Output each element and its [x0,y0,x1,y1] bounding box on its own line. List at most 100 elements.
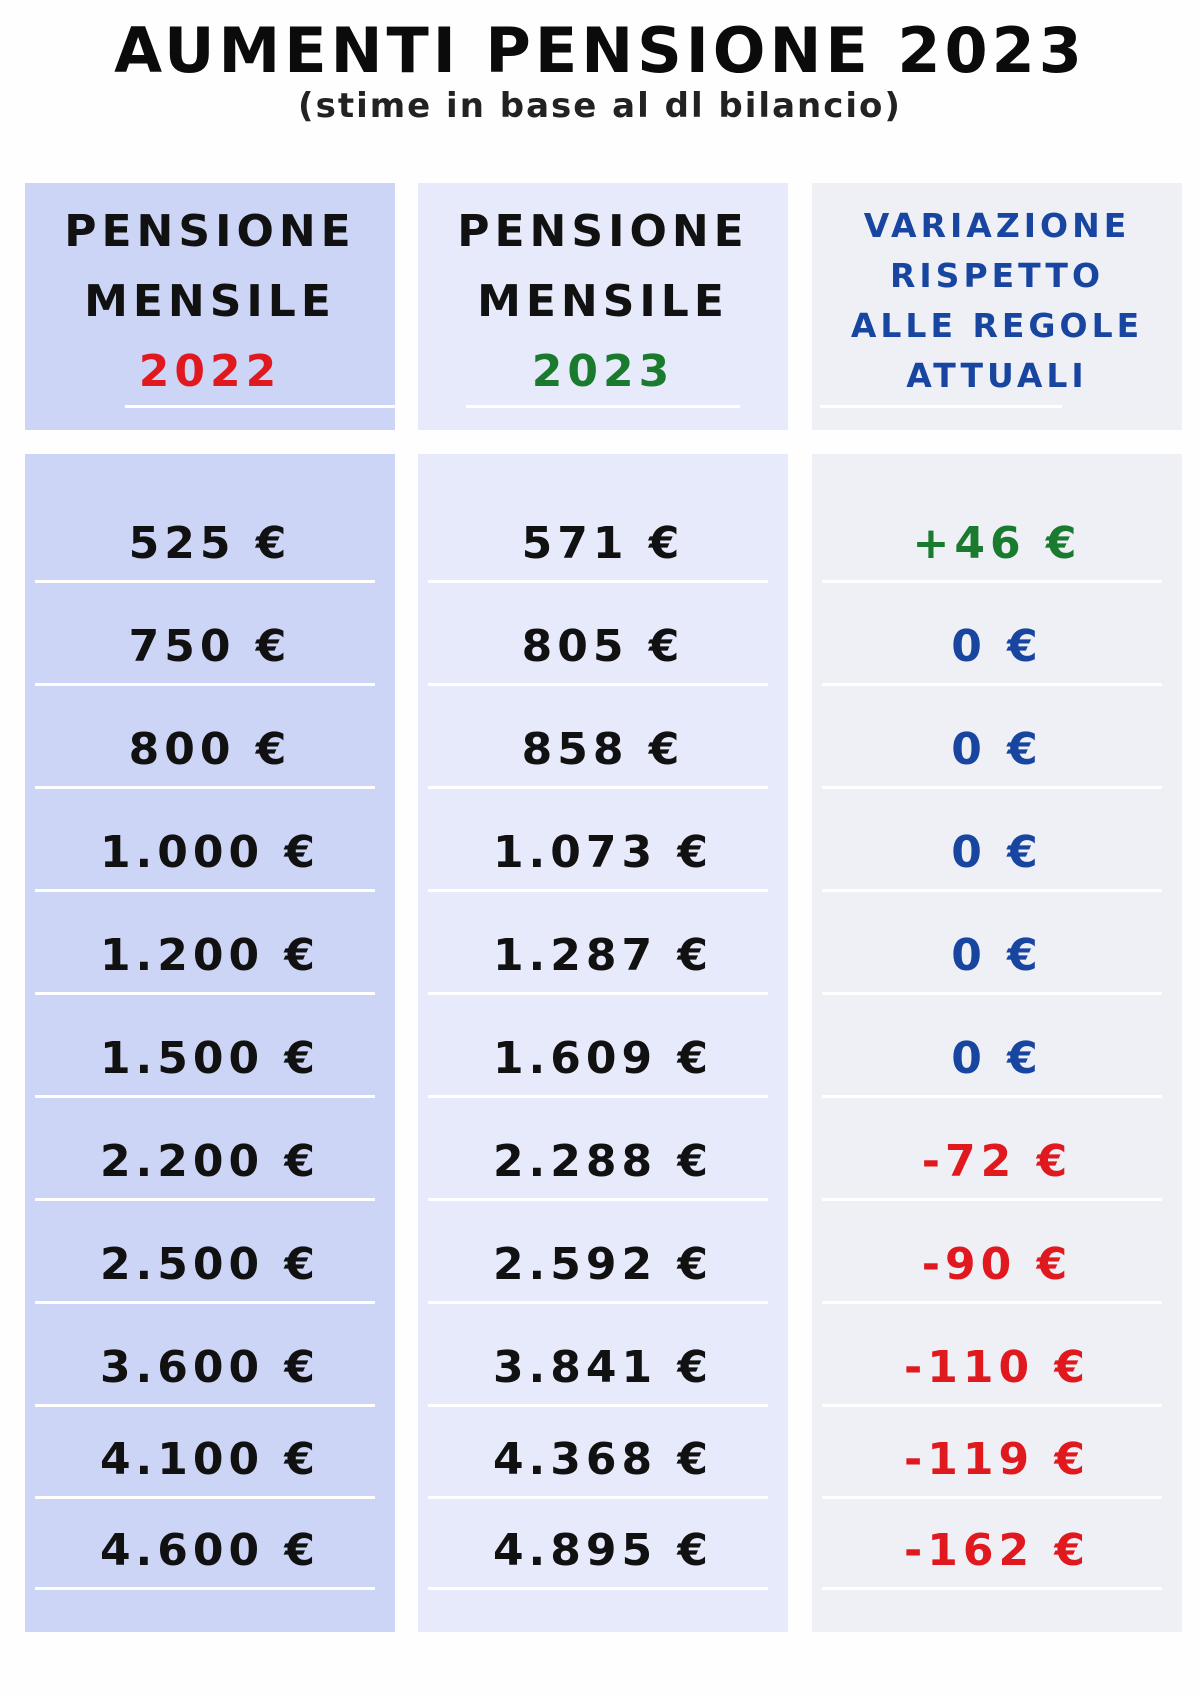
header-line: ATTUALI [906,356,1088,395]
divider [428,1301,768,1304]
variation-cell: 0 € [812,724,1182,789]
divider [428,889,768,892]
divider [822,580,1162,583]
cell-value: 0 € [951,724,1043,775]
cell-value: 0 € [951,1033,1043,1084]
divider [428,1095,768,1098]
header-variation: VARIAZIONE RISPETTO ALLE REGOLE ATTUALI [812,183,1182,430]
pension-cell: 4.368 € [418,1434,788,1499]
pension-cell: 805 € [418,621,788,686]
header-line: ALLE REGOLE [850,306,1144,345]
cell-value: 0 € [951,930,1043,981]
divider [820,405,1062,408]
cell-value: 4.895 € [492,1525,714,1576]
cell-value: -72 € [921,1136,1073,1187]
pension-cell: 1.073 € [418,827,788,892]
divider [428,1404,768,1407]
divider [35,1301,375,1304]
variation-cell: -162 € [812,1525,1182,1590]
cell-value: 805 € [521,621,685,672]
divider [125,405,395,408]
cell-value: 3.600 € [99,1342,321,1393]
header-pension-2022: PENSIONE MENSILE 2022 [25,183,395,430]
divider [466,405,740,408]
cell-value: 750 € [128,621,292,672]
divider [428,1587,768,1590]
header-line: VARIAZIONE [863,206,1131,245]
pension-cell: 571 € [418,518,788,583]
variation-cell: -90 € [812,1239,1182,1304]
variation-cell: -119 € [812,1434,1182,1499]
column-pension-2023: 571 € 805 € 858 € 1.073 € 1.287 € 1.609 € 2.28… [418,454,788,1632]
divider [35,580,375,583]
divider [822,992,1162,995]
page-title: AUMENTI PENSIONE 2023 [114,14,1086,87]
divider [35,1198,375,1201]
cell-value: 858 € [521,724,685,775]
divider [35,889,375,892]
divider [822,1404,1162,1407]
divider [822,1587,1162,1590]
cell-value: -110 € [903,1342,1091,1393]
cell-value: 1.200 € [99,930,321,981]
pension-cell: 2.200 € [25,1136,395,1201]
divider [35,992,375,995]
pension-cell: 1.500 € [25,1033,395,1098]
divider [822,1496,1162,1499]
variation-cell: +46 € [812,518,1182,583]
column-variation: +46 € 0 € 0 € 0 € 0 € 0 € -72 € -90 € -110 € -119… [812,454,1182,1632]
cell-value: 0 € [951,621,1043,672]
cell-value: 1.500 € [99,1033,321,1084]
pension-cell: 2.592 € [418,1239,788,1304]
divider [35,1404,375,1407]
divider [822,889,1162,892]
pension-cell: 525 € [25,518,395,583]
pension-cell: 1.609 € [418,1033,788,1098]
divider [35,683,375,686]
cell-value: 525 € [128,518,292,569]
variation-cell: -72 € [812,1136,1182,1201]
pension-cell: 2.288 € [418,1136,788,1201]
cell-value: +46 € [912,518,1082,569]
pension-cell: 4.895 € [418,1525,788,1590]
cell-value: 1.287 € [492,930,714,981]
pension-cell: 1.000 € [25,827,395,892]
divider [428,683,768,686]
divider [428,992,768,995]
pension-cell: 1.200 € [25,930,395,995]
cell-value: 1.000 € [99,827,321,878]
divider [35,786,375,789]
cell-value: 2.288 € [492,1136,714,1187]
divider [822,1301,1162,1304]
cell-value: -90 € [921,1239,1073,1290]
page-subtitle: (stime in base al dl bilancio) [298,86,902,126]
pension-cell: 750 € [25,621,395,686]
cell-value: 571 € [521,518,685,569]
divider [35,1587,375,1590]
pension-cell: 4.100 € [25,1434,395,1499]
variation-cell: 0 € [812,1033,1182,1098]
cell-value: 3.841 € [492,1342,714,1393]
divider [822,683,1162,686]
variation-cell: 0 € [812,827,1182,892]
cell-value: 4.100 € [99,1434,321,1485]
cell-value: 2.500 € [99,1239,321,1290]
cell-value: 1.609 € [492,1033,714,1084]
variation-cell: 0 € [812,930,1182,995]
divider [822,1198,1162,1201]
cell-value: -162 € [903,1525,1091,1576]
divider [428,1198,768,1201]
divider [35,1095,375,1098]
header-line: RISPETTO [889,256,1104,295]
cell-value: 2.592 € [492,1239,714,1290]
pension-cell: 4.600 € [25,1525,395,1590]
divider [35,1496,375,1499]
divider [822,1095,1162,1098]
divider [428,786,768,789]
divider [822,786,1162,789]
cell-value: 1.073 € [492,827,714,878]
cell-value: 4.600 € [99,1525,321,1576]
cell-value: -119 € [903,1434,1091,1485]
cell-value: 0 € [951,827,1043,878]
variation-cell: -110 € [812,1342,1182,1407]
